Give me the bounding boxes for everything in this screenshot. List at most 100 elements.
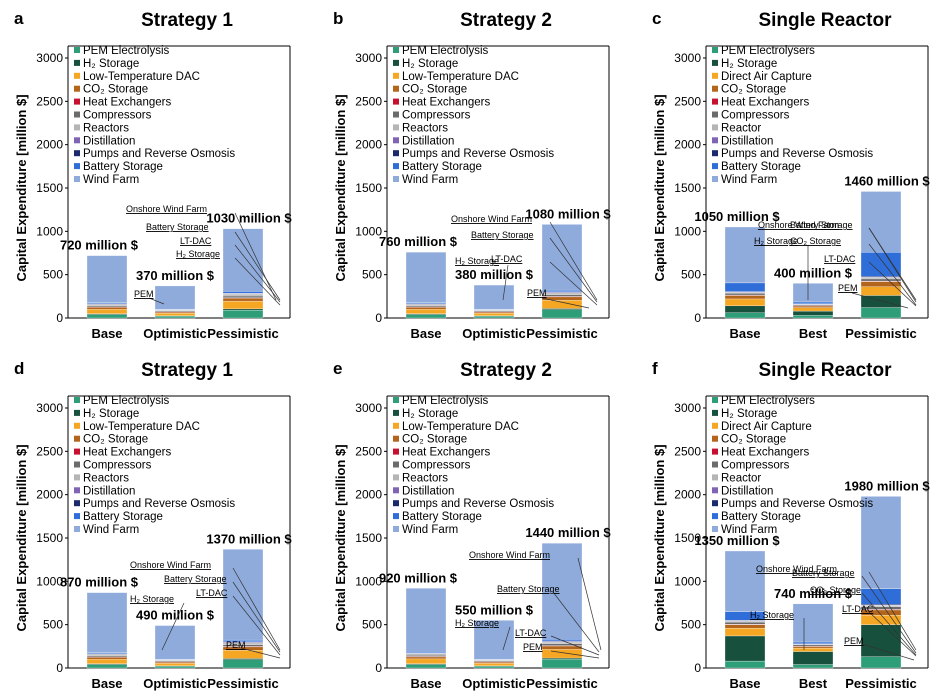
annotation-label: LT-DAC <box>842 604 874 614</box>
legend-swatch <box>712 461 718 468</box>
bar-segment-pem-electrolysis <box>86 664 128 669</box>
legend-entry: Battery Storage <box>83 511 163 523</box>
y-axis-label: Capital Expenditure [million $] <box>14 94 29 281</box>
annotation-leader <box>161 602 185 651</box>
total-label: 1050 million $ <box>694 209 780 224</box>
legend-entry: Pumps and Reverse Osmosis <box>721 498 873 510</box>
legend-entry: Distillation <box>721 485 773 497</box>
annotation-label: H₂ Storage <box>754 236 798 246</box>
panel-e: e Strategy 2 0 500 1000 1500 2000 2500 3000 Capit… <box>333 359 611 691</box>
bar-segment-h-storage <box>222 308 264 311</box>
legend-entry: Direct Air Capture <box>721 421 812 433</box>
bar-segment-wind-farm <box>473 284 515 310</box>
x-tick-label: Base <box>91 326 122 341</box>
total-label: 1460 million $ <box>844 173 930 188</box>
y-tick-label: 3000 <box>355 401 382 415</box>
legend-entry: Distillation <box>721 135 773 147</box>
legend-entry: Wind Farm <box>721 524 777 536</box>
legend-swatch <box>74 137 80 144</box>
annotation-leader <box>232 581 281 653</box>
annotation-leader <box>549 261 598 306</box>
legend-entry: Battery Storage <box>721 161 801 173</box>
bar-segment-low-temperature-dac <box>541 649 583 659</box>
panel-f: f Single Reactor 0 500 1000 1500 2000 2500 3000 C… <box>652 359 930 691</box>
panel-title: Single Reactor <box>758 360 892 381</box>
legend-entry: PEM Electrolysis <box>83 395 170 407</box>
legend-entry: Wind Farm <box>83 174 139 186</box>
bar-segment-co-storage <box>724 295 766 300</box>
annotation-label: PEM <box>134 289 154 299</box>
annotation-label: PEM <box>523 642 543 652</box>
bar-segment-pem-electrolysis <box>405 664 447 669</box>
x-tick-label: Optimistic <box>462 676 526 691</box>
legend-swatch <box>74 72 80 79</box>
legend-entry: Pumps and Reverse Osmosis <box>83 498 235 510</box>
y-axis-label: Capital Expenditure [million $] <box>652 94 667 281</box>
legend-swatch <box>74 435 80 442</box>
legend-swatch <box>712 163 718 170</box>
legend-entry: Heat Exchangers <box>402 447 490 459</box>
legend-entry: CO₂ Storage <box>83 434 148 446</box>
annotation-label: H₂ Storage <box>130 594 174 604</box>
total-label: 380 million $ <box>455 267 534 282</box>
bar-segment-compressors <box>405 305 447 308</box>
bar-segment-co-storage <box>222 297 264 302</box>
total-label: 1980 million $ <box>844 478 930 493</box>
legend-entry: Battery Storage <box>83 161 163 173</box>
legend-entry: CO₂ Storage <box>83 84 148 96</box>
total-label: 1370 million $ <box>206 531 292 546</box>
bar-segment-pem-electrolysers <box>792 664 834 669</box>
panel-letter: a <box>14 9 24 28</box>
legend-swatch <box>74 150 80 157</box>
legend-entry: PEM Electrolysis <box>402 395 489 407</box>
x-tick-label: Optimistic <box>462 326 526 341</box>
annotation-leader <box>148 297 165 305</box>
y-tick-label: 2000 <box>674 138 701 152</box>
annotation-leader <box>240 647 281 659</box>
annotation-leader <box>234 231 281 301</box>
legend-entry: Low-Temperature DAC <box>402 421 519 433</box>
bar-segment-pem-electrolysis <box>541 309 583 319</box>
bar-segment-wind-farm <box>405 588 447 653</box>
legend-swatch <box>712 487 718 494</box>
legend-entry: Heat Exchangers <box>721 447 809 459</box>
bar-segment-battery-storage <box>724 282 766 292</box>
panel-d: d Strategy 1 0 500 1000 1500 2000 2500 3000 Capit… <box>14 359 292 691</box>
legend-entry: Low-Temperature DAC <box>83 71 200 83</box>
legend-swatch <box>393 111 399 118</box>
annotation-label: H₂ Storage <box>455 618 499 628</box>
total-label: 550 million $ <box>455 602 534 617</box>
annotation-label: LT-DAC <box>196 588 228 598</box>
legend-swatch <box>712 526 718 532</box>
legend-swatch <box>712 409 718 416</box>
legend-entry: Distillation <box>402 135 454 147</box>
legend-swatch <box>393 85 399 92</box>
x-tick-label: Pessimistic <box>526 326 598 341</box>
total-label: 760 million $ <box>379 234 458 249</box>
legend-entry: Compressors <box>83 460 152 472</box>
bar-segment-reactors <box>541 292 583 295</box>
annotation-leader <box>868 243 917 306</box>
bar-segment-battery-storage <box>222 291 264 294</box>
annotation-leader <box>861 643 915 661</box>
legend-entry: Reactor <box>721 122 761 134</box>
bar-segment-h-storage <box>541 657 583 660</box>
annotation-label: Battery Storage <box>471 230 534 240</box>
legend-entry: PEM Electrolysers <box>721 395 815 407</box>
legend-entry: Wind Farm <box>83 524 139 536</box>
bar-segment-pem-electrolysis <box>222 310 264 319</box>
bar-segment-compressors <box>405 655 447 657</box>
x-tick-label: Best <box>799 326 828 341</box>
annotation-leader <box>549 221 598 301</box>
bar-segment-reactors <box>541 641 583 644</box>
annotation-label: Onshore Wind Farm <box>756 564 837 574</box>
legend-entry: Battery Storage <box>402 161 482 173</box>
legend-swatch <box>74 422 80 429</box>
bar-segment-wind-farm <box>222 228 264 292</box>
legend-swatch <box>393 72 399 79</box>
y-tick-label: 2500 <box>355 94 382 108</box>
total-label: 1080 million $ <box>525 206 611 221</box>
bar-segment-wind-farm <box>724 226 766 284</box>
bar-segment-wind-farm <box>473 620 515 660</box>
total-label: 1350 million $ <box>694 533 780 548</box>
